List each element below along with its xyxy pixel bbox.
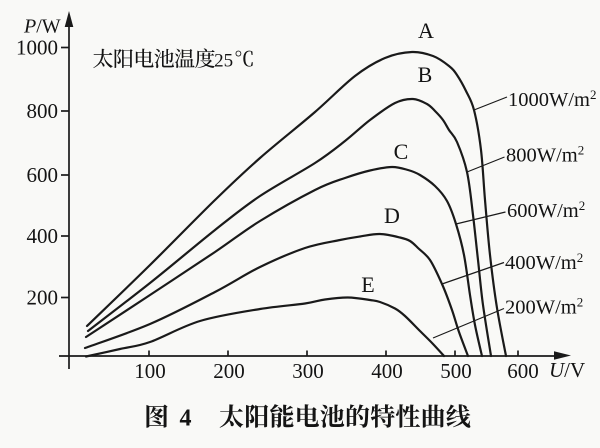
svg-text:4: 4 [180,406,192,432]
svg-text:U/V: U/V [549,358,585,382]
svg-text:A: A [418,18,434,43]
svg-text:200: 200 [27,286,59,310]
svg-text:B: B [418,62,433,87]
svg-text:400: 400 [371,359,403,383]
svg-text:25: 25 [214,50,233,71]
svg-text:600W/m2: 600W/m2 [507,198,585,222]
svg-text:1000W/m2: 1000W/m2 [508,87,597,111]
svg-text:D: D [384,203,400,228]
svg-text:P/W: P/W [23,16,61,38]
svg-text:100: 100 [134,359,166,383]
svg-text:200W/m2: 200W/m2 [505,295,583,319]
svg-text:800W/m2: 800W/m2 [506,143,584,167]
svg-text:E: E [361,272,374,297]
svg-text:800: 800 [27,99,59,123]
svg-text:600: 600 [507,359,539,383]
svg-text:1000: 1000 [16,36,58,60]
svg-text:400W/m2: 400W/m2 [505,250,583,274]
svg-text:600: 600 [27,163,59,187]
svg-text:200: 200 [213,359,245,383]
svg-text:C: C [394,139,409,164]
svg-text:500: 500 [440,359,472,383]
svg-text:400: 400 [27,224,59,248]
svg-text:300: 300 [292,359,324,383]
